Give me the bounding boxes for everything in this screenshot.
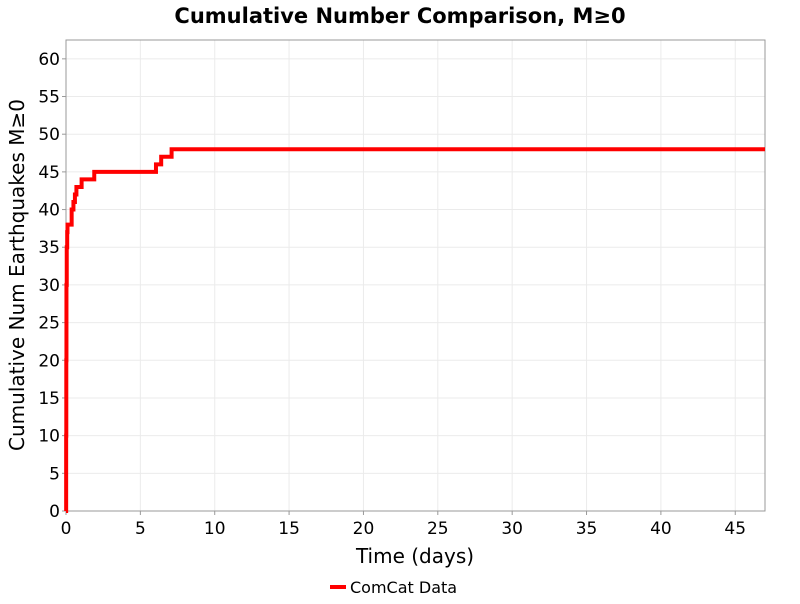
y-tick-label: 60	[38, 50, 60, 70]
y-tick-label: 10	[38, 427, 60, 447]
y-tick-label: 15	[38, 389, 60, 409]
x-tick-label: 10	[204, 519, 226, 539]
x-axis: 0 5 10 15 20 25 30 35 40 45	[61, 511, 746, 539]
x-tick-label: 30	[501, 519, 523, 539]
x-tick-label: 45	[724, 519, 746, 539]
y-tick-label: 40	[38, 201, 60, 221]
x-tick-label: 35	[576, 519, 598, 539]
x-tick-label: 25	[427, 519, 449, 539]
x-tick-label: 0	[61, 519, 72, 539]
x-tick-label: 15	[278, 519, 300, 539]
y-tick-label: 55	[38, 88, 60, 108]
y-axis-label: Cumulative Num Earthquakes M≥0	[5, 99, 29, 451]
y-tick-label: 5	[49, 464, 60, 484]
x-tick-label: 5	[135, 519, 146, 539]
chart-title: Cumulative Number Comparison, M≥0	[174, 4, 625, 28]
plot-frame	[65, 39, 766, 512]
y-tick-label: 25	[38, 314, 60, 334]
y-axis: 0 5 10 15 20 25 30 35 40 45 50 55 60	[38, 50, 66, 522]
x-axis-label: Time (days)	[355, 544, 474, 568]
y-tick-label: 35	[38, 238, 60, 258]
legend-label: ComCat Data	[350, 578, 457, 597]
grid	[65, 40, 765, 512]
series-line-comcat-data	[64, 147, 765, 513]
y-tick-label: 50	[38, 125, 60, 145]
y-tick-label: 30	[38, 276, 60, 296]
legend: ComCat Data	[330, 578, 457, 597]
y-tick-label: 0	[49, 502, 60, 522]
x-tick-label: 40	[650, 519, 672, 539]
y-tick-label: 20	[38, 351, 60, 371]
y-tick-label: 45	[38, 163, 60, 183]
x-tick-label: 20	[353, 519, 375, 539]
